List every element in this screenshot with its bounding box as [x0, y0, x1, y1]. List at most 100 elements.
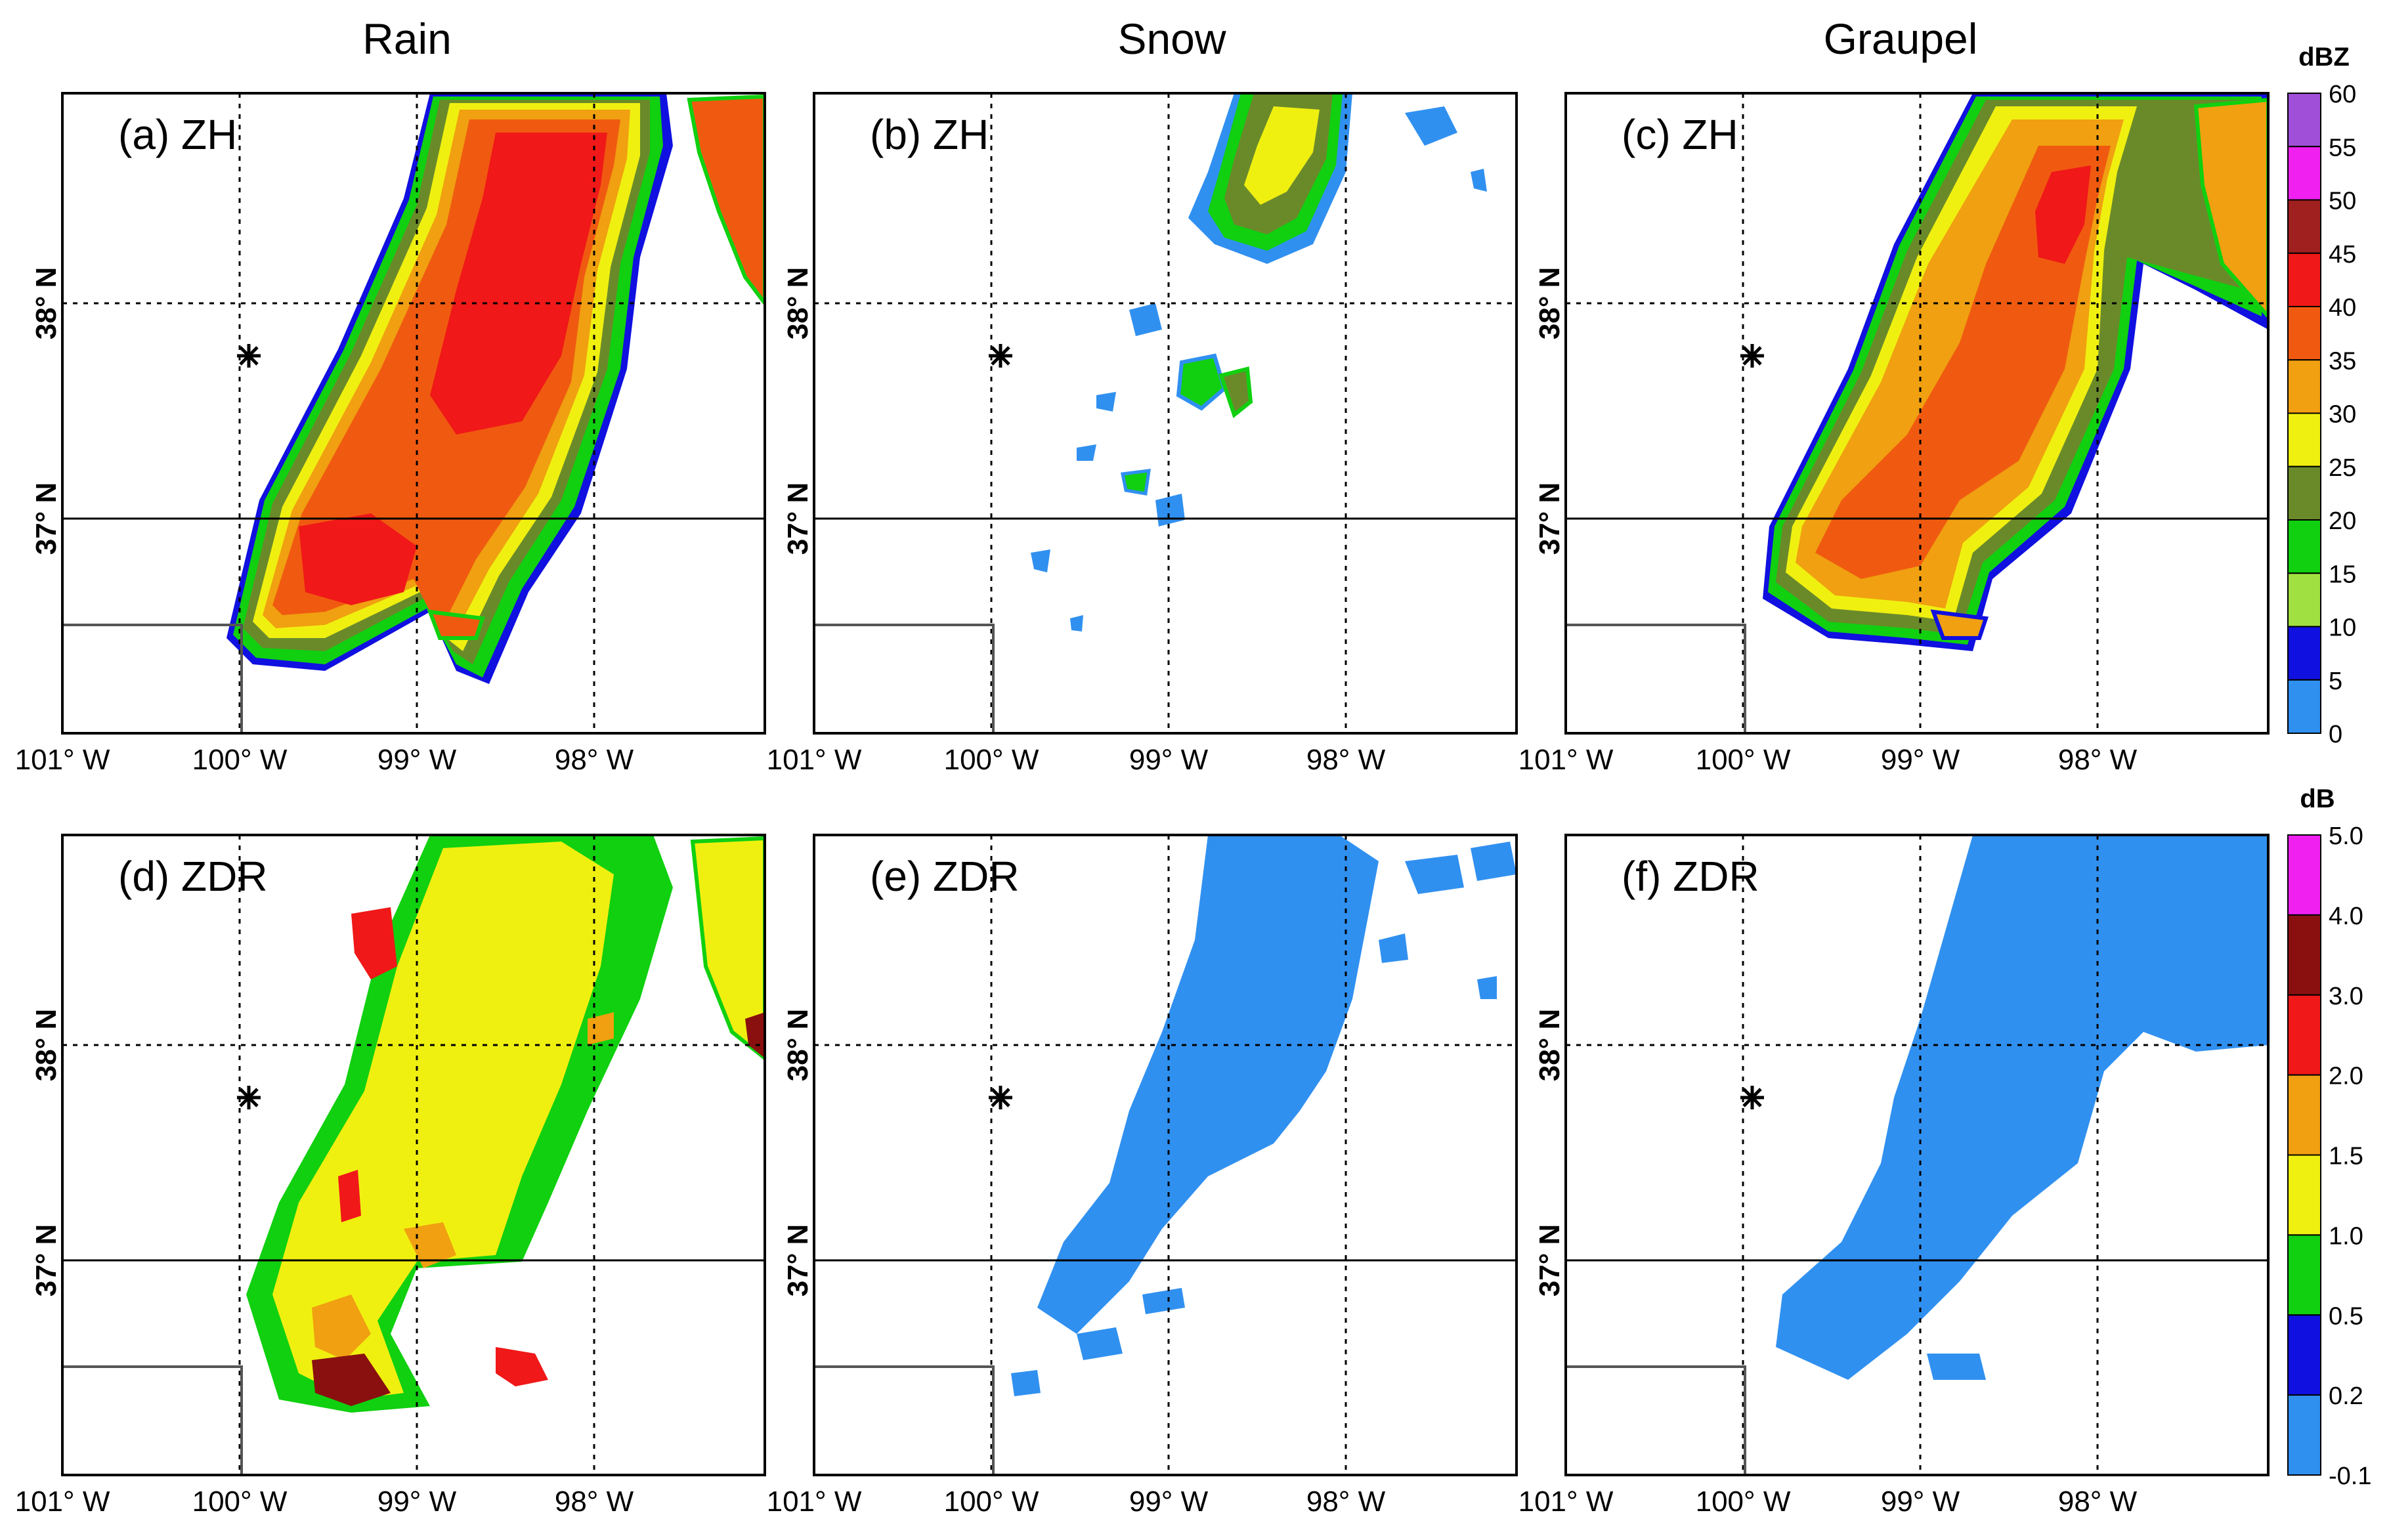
lon-label: 98° W: [1306, 1486, 1386, 1518]
colorbar-zdr-unit: dB: [2300, 784, 2335, 813]
snow-zdr-piece-6: [1379, 933, 1408, 963]
colorbar-swatch: [2287, 679, 2321, 734]
lat-label: 38° N: [782, 267, 814, 340]
lon-label: 101° W: [767, 744, 862, 776]
snow-zh-cell-7: [1031, 549, 1050, 572]
colorbar-swatch: [2287, 914, 2321, 996]
colorbar-tick-label: 30: [2329, 401, 2356, 429]
colorbar-zdr: 5.0 4.0 3.0 2.0 1.5 1.0 0.5 0.2 -0.1: [2287, 823, 2371, 1490]
panel-a-field: [226, 93, 765, 684]
panel-b-label: (b) ZH: [870, 111, 989, 158]
rain-zh-45-south: [299, 513, 417, 605]
panel-c: (c) ZH: [1564, 92, 2270, 735]
snow-zh-cell-2: [1218, 366, 1253, 419]
colorbar-swatch: [2287, 465, 2321, 521]
oklahoma-panhandle-border: [814, 624, 995, 733]
colorbar-tick-label: 35: [2329, 347, 2356, 375]
lon-label: 98° W: [1306, 744, 1386, 776]
panel-a: (a) ZH: [61, 92, 766, 735]
colorbar-swatch: [2287, 359, 2321, 414]
colorbar-swatch: [2287, 412, 2321, 467]
oklahoma-panhandle-border: [62, 1365, 243, 1475]
colorbar-swatch: [2287, 1154, 2321, 1236]
lon-label: 99° W: [1881, 744, 1960, 776]
panel-f-overlays: [1564, 834, 2270, 1476]
column-title-rain: Rain: [362, 14, 452, 63]
panel-c-frame: [1564, 92, 2270, 735]
rain-zdr-2-0-b: [404, 1222, 456, 1268]
lon-label: 100° W: [1696, 1486, 1791, 1518]
lat-label: 38° N: [1534, 267, 1566, 340]
rain-zdr-4-0: [312, 1354, 391, 1406]
colorbar-swatch: [2287, 146, 2321, 201]
rain-zdr-3-0-a: [351, 907, 397, 979]
rain-zh-45-north: [430, 133, 607, 435]
colorbar-tick-label: 50: [2329, 188, 2356, 215]
panel-b-field: [1031, 93, 1487, 631]
colorbar-swatch: [2287, 199, 2321, 254]
lon-label: 99° W: [377, 1486, 457, 1518]
snow-zh-cell-11: [1070, 615, 1083, 631]
rain-zh-outflow-east: [687, 94, 765, 307]
lat-label: 37° N: [30, 1224, 62, 1297]
lat-label: 37° N: [782, 1224, 814, 1297]
colorbar-swatch: [2287, 93, 2321, 148]
lon-label: 100° W: [1696, 744, 1791, 776]
lon-label: 98° W: [555, 744, 634, 776]
colorbar-swatch: [2287, 252, 2321, 307]
lat-label: 37° N: [782, 482, 814, 555]
colorbar-swatch: [2287, 1234, 2321, 1316]
colorbar-tick-label: 60: [2329, 81, 2356, 108]
column-title-graupel: Graupel: [1824, 14, 1978, 63]
panel-e-label: (e) ZDR: [870, 853, 1020, 900]
lon-label: 99° W: [1129, 1486, 1209, 1518]
rain-zdr-3-0-b: [338, 1170, 361, 1222]
lat-labels: 38° N 37° N 38° N 37° N 38° N 37° N 38° …: [30, 267, 1566, 1297]
graupel-zh-east-arm: [2193, 97, 2268, 320]
panel-b-frame: [813, 92, 1518, 735]
snow-zh-cell-10: [1077, 444, 1096, 461]
lon-label: 100° W: [192, 1486, 288, 1518]
graupel-zh-40: [1815, 146, 2111, 579]
rain-zh-outflow-south: [427, 609, 486, 640]
lon-label: 101° W: [767, 1486, 862, 1518]
colorbar-swatch: [2287, 306, 2321, 361]
panel-d-frame: [61, 834, 766, 1476]
lon-label: 100° W: [944, 744, 1039, 776]
colorbar-tick-label: 25: [2329, 454, 2356, 482]
colorbar-tick-label: 40: [2329, 294, 2356, 322]
oklahoma-panhandle-border: [1566, 1365, 1746, 1475]
graupel-zh-south-cell: [1930, 609, 1989, 640]
panel-c-overlays: [1564, 92, 2270, 735]
snow-zdr-piece-4: [1405, 855, 1464, 894]
radar-site-marker: [237, 1086, 261, 1109]
panel-d: (d) ZDR: [61, 834, 766, 1476]
oklahoma-panhandle-border: [1566, 624, 1746, 733]
colorbar-tick-label: 10: [2329, 614, 2356, 642]
colorbar-tick-label: 3.0: [2329, 983, 2363, 1010]
panel-f: (f) ZDR: [1564, 834, 2270, 1476]
colorbar-swatch: [2287, 1314, 2321, 1396]
snow-zh-cell-4: [1155, 494, 1185, 526]
lon-label: 101° W: [15, 744, 110, 776]
oklahoma-panhandle-border: [814, 1365, 995, 1475]
colorbar-tick-label: 2.0: [2329, 1063, 2363, 1090]
lon-label: 101° W: [15, 1486, 110, 1518]
colorbar-tick-label: 5.0: [2329, 823, 2363, 850]
lon-labels-bottom-row: 101° W 100° W 99° W 98° W 101° W 100° W …: [15, 1486, 2138, 1518]
lon-label: 99° W: [1129, 744, 1209, 776]
panel-b-overlays: [813, 92, 1518, 735]
radar-site-marker: [237, 344, 261, 368]
snow-zh-cell-6: [1096, 392, 1116, 412]
panel-e-frame: [813, 834, 1518, 1476]
panel-d-overlays: [61, 834, 766, 1476]
colorbar-tick-label: 1.5: [2329, 1143, 2363, 1170]
graupel-zh-45: [2035, 165, 2091, 264]
lon-label: 99° W: [1881, 1486, 1960, 1518]
panel-a-frame: [61, 92, 766, 735]
snow-zh-core-yellow: [1244, 106, 1320, 205]
rain-zdr-2-0-a: [312, 1294, 371, 1360]
colorbar-tick-label: 20: [2329, 507, 2356, 535]
lon-label: 101° W: [1518, 1486, 1614, 1518]
